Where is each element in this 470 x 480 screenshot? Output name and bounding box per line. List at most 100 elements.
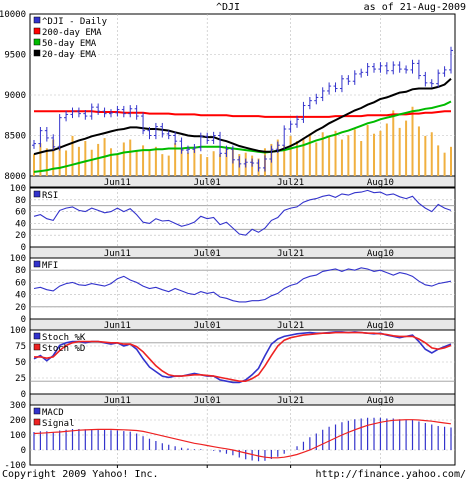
legend-swatch [33, 418, 41, 426]
legend-swatch [33, 332, 41, 340]
ohlc-bar [301, 101, 306, 123]
volume-bar [65, 150, 68, 176]
volume-bar [450, 146, 452, 176]
ohlc-bar [218, 131, 223, 157]
legend-swatch [33, 38, 41, 46]
volume-bar [219, 154, 222, 176]
ohlc-bar [442, 66, 447, 77]
ohlc-bar [250, 158, 255, 167]
volume-bar [39, 143, 42, 176]
volume-bar [58, 145, 61, 176]
ohlc-bar [391, 61, 396, 75]
volume-bar [122, 142, 125, 176]
ohlc-bar [160, 122, 165, 138]
legend-label: MACD [42, 408, 64, 418]
legend-label: MFI [42, 261, 58, 271]
volume-bar [373, 133, 376, 176]
volume-bar [321, 132, 324, 176]
price-x-tick-label: Jul21 [277, 178, 304, 188]
ohlc-bar [121, 105, 126, 118]
ohlc-bar [57, 114, 62, 151]
volume-bar [135, 151, 138, 176]
legend-label: Signal [42, 419, 75, 429]
rsi-panel-frame [29, 187, 456, 248]
legend-label: ^DJI - Daily [42, 17, 108, 27]
legend-label: Stoch %D [42, 344, 85, 354]
legend-swatch [33, 16, 41, 24]
ohlc-bar [256, 159, 261, 172]
volume-bar [129, 139, 132, 176]
ohlc-bar [44, 126, 49, 142]
volume-bar [206, 157, 209, 176]
volume-bar [212, 151, 215, 176]
price-y-tick-label: 8000 [4, 172, 26, 182]
rsi-x-tick-label: Jul21 [277, 249, 304, 259]
stoch-x-tick-label: Jun11 [104, 396, 131, 406]
ohlc-bar [96, 103, 101, 115]
ohlc-bar [384, 62, 389, 75]
volume-bar [385, 123, 388, 176]
ohlc-bar [108, 109, 113, 118]
volume-bar [283, 145, 286, 176]
volume-bar [161, 154, 164, 176]
volume-bar [289, 135, 292, 176]
rsi-x-tick-label: Aug10 [367, 249, 394, 259]
volume-bar [154, 146, 157, 176]
source-url[interactable]: http://finance.yahoo.com/ [315, 469, 466, 480]
volume-bar [437, 145, 440, 176]
stoch-y-tick-label: 25 [15, 374, 26, 384]
volume-bar [52, 139, 55, 176]
volume-bar [167, 155, 170, 176]
legend-swatch [33, 27, 41, 35]
legend-swatch [33, 260, 41, 268]
macd-y-tick-label: 200 [10, 416, 26, 426]
volume-bar [296, 141, 299, 176]
mfi-x-tick-label: Jul21 [277, 321, 304, 331]
volume-bar [315, 142, 318, 176]
volume-bar [180, 148, 183, 176]
mfi-panel-frame [29, 257, 456, 320]
legend-label: RSI [42, 191, 58, 201]
mfi-y-tick-label: 60 [15, 278, 26, 288]
ohlc-bar [359, 68, 364, 78]
volume-bar [186, 152, 189, 176]
ohlc-bar [314, 93, 319, 105]
ohlc-bar [339, 75, 344, 93]
ohlc-bar [32, 139, 36, 149]
ohlc-bar [128, 105, 133, 118]
mfi-x-tick-label: Aug10 [367, 321, 394, 331]
rsi-y-tick-label: 80 [15, 196, 26, 206]
ohlc-bar [76, 107, 81, 118]
volume-bar [33, 154, 35, 176]
volume-bar [45, 148, 48, 176]
series-line-20-day-ema [33, 78, 452, 156]
price-x-tick-label: Jul01 [194, 178, 221, 188]
price-x-tick-label: Aug10 [367, 178, 394, 188]
stoch-x-tick-label: Aug10 [367, 396, 394, 406]
volume-bar [308, 133, 311, 176]
rsi-y-tick-label: 0 [21, 243, 26, 253]
ohlc-bar [327, 82, 332, 95]
legend-label: Stoch %K [42, 333, 86, 343]
volume-bar [71, 135, 74, 176]
stoch-line-0 [33, 331, 452, 384]
rsi-x-tick-label: Jul01 [194, 249, 221, 259]
mfi-y-tick-label: 100 [10, 254, 26, 264]
mfi-x-tick-label: Jul01 [194, 321, 221, 331]
ohlc-bar [243, 158, 248, 168]
rsi-y-tick-label: 20 [15, 231, 26, 241]
volume-bar [199, 154, 202, 176]
volume-bar [340, 139, 343, 176]
ohlc-bar [141, 112, 146, 135]
chart-title: ^DJI [216, 2, 240, 13]
volume-bar [225, 146, 228, 176]
series-line-50-day-ema [33, 100, 452, 173]
volume-bar [334, 130, 337, 176]
rsi-x-tick-label: Jun11 [104, 249, 131, 259]
mfi-y-tick-label: 20 [15, 303, 26, 313]
volume-bar [366, 124, 369, 176]
ohlc-bar [275, 141, 280, 153]
volume-bar [116, 154, 119, 176]
ohlc-bar [333, 82, 338, 93]
